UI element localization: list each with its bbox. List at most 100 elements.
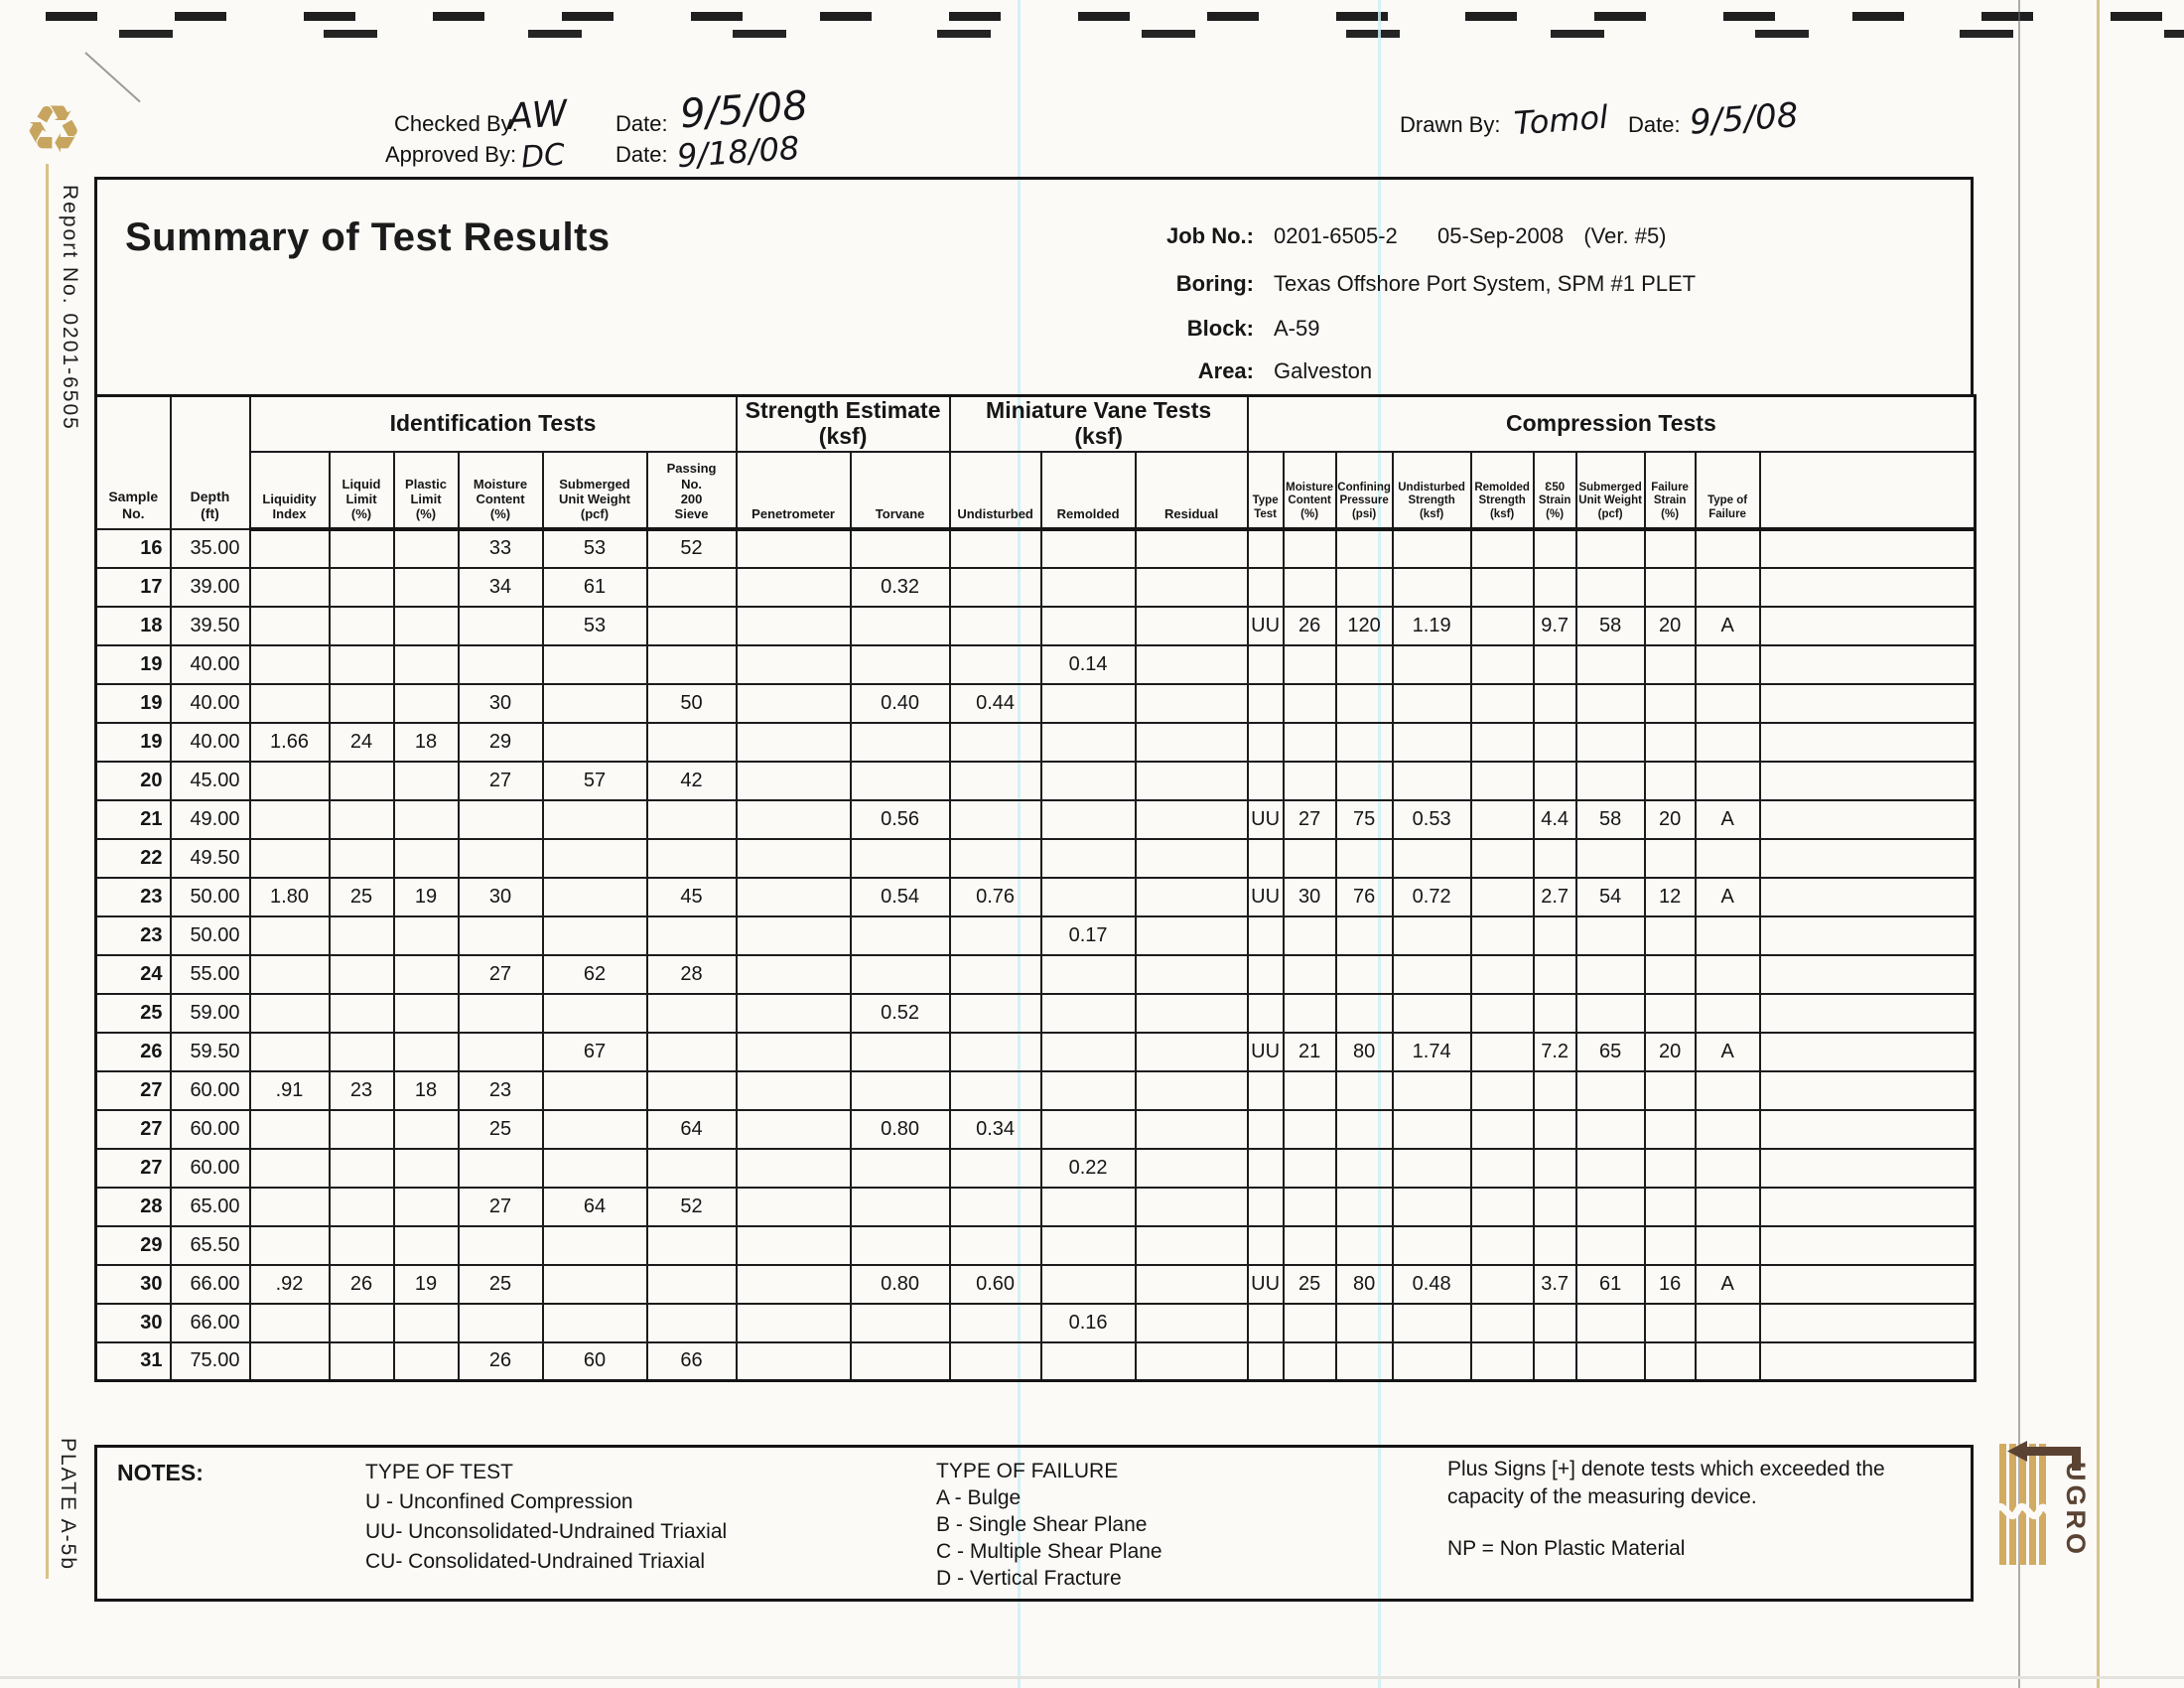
- table-cell: [1134, 798, 1249, 840]
- table-cell: [1758, 721, 1977, 763]
- table-cell: [1039, 682, 1137, 724]
- recycled-paper-icon: ♻: [24, 91, 83, 168]
- table-cell: 29: [457, 721, 544, 763]
- table-cell: [1758, 1069, 1977, 1111]
- table-cell: [541, 914, 648, 956]
- legend-item: UU- Unconsolidated-Undrained Triaxial: [365, 1520, 728, 1543]
- table-cell: [1469, 760, 1535, 801]
- table-cell: [735, 1031, 852, 1072]
- table-cell: UU: [1246, 1031, 1285, 1072]
- table-cell: [1758, 605, 1977, 646]
- legend-item: B - Single Shear Plane: [936, 1513, 1148, 1536]
- table-cell: 62: [541, 953, 648, 995]
- table-cell: 27: [94, 1147, 172, 1189]
- results-table-body: 16 35.00 33 53 52 17 39.00 34 61 0.32 18 39.50 53 UU 2…: [94, 527, 1977, 1382]
- table-cell: 57: [541, 760, 648, 801]
- table-cell: [1758, 798, 1977, 840]
- table-cell: 40.00: [169, 643, 251, 685]
- table-cell: [1532, 760, 1577, 801]
- table-cell: [328, 914, 395, 956]
- table-cell: [1039, 798, 1137, 840]
- table-cell: [849, 760, 951, 801]
- table-cell: [1574, 760, 1646, 801]
- table-cell: [248, 760, 331, 801]
- table-cell: [1643, 992, 1697, 1034]
- table-cell: [645, 1302, 738, 1343]
- table-cell: [1532, 682, 1577, 724]
- table-cell: [1391, 760, 1472, 801]
- table-cell: [1134, 992, 1249, 1034]
- table-cell: [1282, 1186, 1337, 1227]
- table-cell: [849, 914, 951, 956]
- table-cell: [248, 1186, 331, 1227]
- table-cell: [1532, 721, 1577, 763]
- table-cell: [1574, 992, 1646, 1034]
- table-cell: [645, 1147, 738, 1189]
- table-cell: [1246, 914, 1285, 956]
- table-cell: [948, 566, 1042, 608]
- table-cell: [248, 643, 331, 685]
- table-cell: [1039, 1263, 1137, 1305]
- table-cell: 1.66: [248, 721, 331, 763]
- table-cell: [1134, 837, 1249, 879]
- table-cell: [735, 1302, 852, 1343]
- table-cell: 0.80: [849, 1263, 951, 1305]
- block-label: Block:: [1186, 316, 1254, 341]
- table-cell: [1643, 1147, 1697, 1189]
- table-cell: 27: [457, 760, 544, 801]
- table-cell: A: [1694, 798, 1761, 840]
- table-cell: 39.50: [169, 605, 251, 646]
- table-cell: 0.14: [1039, 643, 1137, 685]
- table-cell: [1246, 1340, 1285, 1382]
- logo-stripes: [1995, 1444, 2057, 1565]
- table-cell: [1039, 953, 1137, 995]
- table-cell: [1694, 837, 1761, 879]
- table-cell: [1039, 605, 1137, 646]
- job-no-label: Job No.:: [1166, 223, 1254, 248]
- table-cell: [1469, 876, 1535, 917]
- table-cell: 1.74: [1391, 1031, 1472, 1072]
- table-cell: [735, 992, 852, 1034]
- table-cell: [1334, 1340, 1394, 1382]
- table-cell: [645, 1031, 738, 1072]
- table-cell: [1039, 1031, 1137, 1072]
- table-cell: [457, 1302, 544, 1343]
- col-header-blank: [1758, 450, 1977, 531]
- table-cell: [1334, 1108, 1394, 1150]
- table-cell: [735, 837, 852, 879]
- report-date-value: 05-Sep-2008: [1437, 223, 1565, 248]
- table-cell: [1758, 876, 1977, 917]
- table-cell: 0.80: [849, 1108, 951, 1150]
- table-cell: A: [1694, 605, 1761, 646]
- table-cell: [735, 527, 852, 569]
- title-block: Summary of Test Results Job No.: 0201-65…: [94, 177, 1974, 397]
- table-cell: [1643, 566, 1697, 608]
- table-cell: 45: [645, 876, 738, 917]
- table-cell: 52: [645, 527, 738, 569]
- table-cell: [1391, 914, 1472, 956]
- table-cell: [392, 527, 460, 569]
- table-cell: [457, 837, 544, 879]
- table-cell: [849, 721, 951, 763]
- table-cell: 19: [392, 1263, 460, 1305]
- table-cell: [1039, 1108, 1137, 1150]
- col-header-type-test: Type Test: [1246, 450, 1285, 531]
- table-cell: [457, 914, 544, 956]
- table-cell: [1134, 1302, 1249, 1343]
- table-cell: 0.32: [849, 566, 951, 608]
- table-cell: [1391, 1186, 1472, 1227]
- table-cell: [328, 605, 395, 646]
- table-cell: [1134, 760, 1249, 801]
- table-cell: [392, 1340, 460, 1382]
- table-row: 21 49.00 0.56 UU 27 75 0.53 4.4 58 20 A: [94, 798, 1977, 840]
- table-row: 23 50.00 1.80 25 19 30 45 0.54 0.76 UU 30 76 0.72 2.7…: [94, 876, 1977, 917]
- table-cell: [328, 1340, 395, 1382]
- table-cell: [392, 953, 460, 995]
- table-row: 17 39.00 34 61 0.32: [94, 566, 1977, 608]
- table-cell: [1694, 1224, 1761, 1266]
- table-cell: 27: [457, 953, 544, 995]
- approved-by-label: Approved By:: [385, 142, 517, 167]
- table-cell: 0.44: [948, 682, 1042, 724]
- col-header-type-of-failure: Type of Failure: [1694, 450, 1761, 531]
- table-cell: [1694, 566, 1761, 608]
